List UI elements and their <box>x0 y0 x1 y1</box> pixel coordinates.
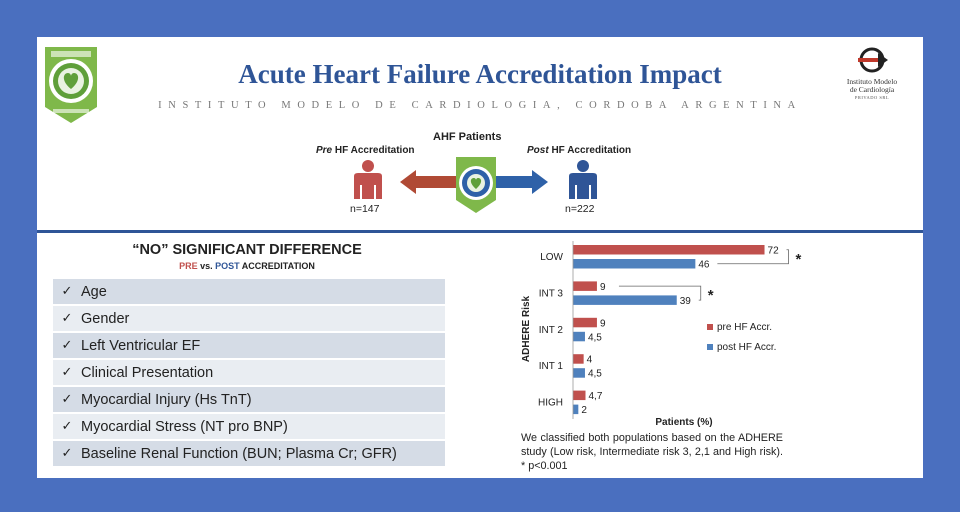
logo-line-1: Instituto Modelo <box>846 77 898 86</box>
post-person-icon <box>569 160 597 199</box>
bar <box>573 245 765 255</box>
institution-subtitle: INSTITUTO MODELO DE CARDIOLOGIA, CORDOBA… <box>158 100 802 111</box>
category-label: INT 3 <box>539 288 564 299</box>
pre-rest: HF Accreditation <box>332 145 415 156</box>
bar <box>573 281 597 291</box>
data-label: 39 <box>680 296 692 307</box>
list-item-label: Myocardial Stress (NT pro BNP) <box>81 418 288 435</box>
data-label: 4,7 <box>589 391 603 402</box>
list-item: ✓ Gender <box>53 305 445 332</box>
legend-swatch <box>707 344 713 350</box>
bar <box>573 317 597 328</box>
logo-line-3: PRIVADO SRL <box>854 95 890 100</box>
data-label: 9 <box>600 318 606 329</box>
accreditation-word: ACCREDITATION <box>239 261 315 271</box>
section-divider <box>37 230 923 233</box>
logo-line-2: de Cardiología <box>849 85 895 94</box>
legend-label: post HF Accr. <box>717 342 776 353</box>
right-arrow-icon <box>496 170 548 194</box>
vs-word: vs. <box>197 261 216 271</box>
pre-patient-count: n=147 <box>350 203 380 215</box>
check-icon: ✓ <box>61 419 73 435</box>
ahf-patients-heading: AHF Patients <box>433 131 502 143</box>
significance-marker: * <box>708 287 714 304</box>
category-label: INT 1 <box>539 361 564 372</box>
center-accreditation-badge-icon <box>456 157 496 213</box>
check-icon: ✓ <box>61 446 73 462</box>
slide-panel: Acute Heart Failure Accreditation Impact… <box>37 37 923 478</box>
bar <box>573 295 677 305</box>
variables-list: ✓ Age ✓ Gender ✓ Left Ventricular EF ✓ Clini… <box>53 279 445 468</box>
legend-label: pre HF Accr. <box>717 322 772 333</box>
list-item-label: Clinical Presentation <box>81 364 214 381</box>
footnote: We classified both populations based on … <box>521 432 783 472</box>
list-item: ✓ Myocardial Stress (NT pro BNP) <box>53 413 445 440</box>
bar <box>573 354 584 364</box>
pre-accreditation-label: Pre HF Accreditation <box>316 145 415 156</box>
pre-italic: Pre <box>316 145 333 156</box>
data-label: 4 <box>587 355 593 366</box>
significance-bracket <box>717 249 789 265</box>
list-item-label: Baseline Renal Function (BUN; Plasma Cr;… <box>81 445 397 462</box>
list-item: ✓ Age <box>53 279 445 305</box>
post-accreditation-label: Post HF Accreditation <box>527 145 631 156</box>
x-axis-label: Patients (%) <box>655 417 712 428</box>
data-label: 4,5 <box>588 332 602 343</box>
bar <box>573 331 585 342</box>
data-label: 72 <box>768 246 780 257</box>
data-label: 2 <box>581 405 587 416</box>
left-arrow-icon <box>400 170 458 194</box>
check-icon: ✓ <box>61 338 73 354</box>
pre-word: PRE <box>179 261 198 271</box>
list-item: ✓ Baseline Renal Function (BUN; Plasma Cr… <box>53 440 445 467</box>
y-axis-label: ADHERE Risk <box>521 296 532 363</box>
list-item-label: Left Ventricular EF <box>81 337 201 354</box>
data-label: 46 <box>698 260 710 271</box>
post-italic: Post <box>527 145 549 156</box>
category-label: LOW <box>540 252 563 263</box>
bar <box>573 390 586 401</box>
list-item-label: Myocardial Injury (Hs TnT) <box>81 391 252 408</box>
post-rest: HF Accreditation <box>548 145 632 156</box>
institution-logo: Instituto Modelo de Cardiología PRIVADO … <box>827 47 917 102</box>
bar <box>573 368 585 378</box>
accreditation-badge-icon <box>41 43 101 132</box>
data-label: 9 <box>600 282 606 293</box>
check-icon: ✓ <box>61 284 73 300</box>
post-patient-count: n=222 <box>565 203 595 215</box>
list-item-label: Gender <box>81 310 130 327</box>
data-label: 4,5 <box>588 369 602 380</box>
page-title: Acute Heart Failure Accreditation Impact <box>238 59 722 89</box>
list-item-label: Age <box>81 283 107 300</box>
logo-mark-icon <box>858 47 888 73</box>
significance-bracket <box>618 285 702 301</box>
category-label: HIGH <box>538 398 563 409</box>
check-icon: ✓ <box>61 311 73 327</box>
post-word: POST <box>215 261 240 271</box>
adhere-risk-chart: LOW 72 46 INT 3 9 39 INT 2 9 4,5 INT 1 4 4,5 HIGH 4,7… <box>521 241 802 428</box>
check-icon: ✓ <box>61 365 73 381</box>
pre-vs-post-subheading: PRE vs. POST ACCREDITATION <box>102 261 392 271</box>
bar <box>573 259 696 269</box>
no-difference-heading: “NO” SIGNIFICANT DIFFERENCE <box>132 242 362 258</box>
pre-person-icon <box>354 160 382 199</box>
list-item: ✓ Myocardial Injury (Hs TnT) <box>53 386 445 413</box>
significance-marker: * <box>796 251 802 268</box>
list-item: ✓ Left Ventricular EF <box>53 332 445 359</box>
list-item: ✓ Clinical Presentation <box>53 359 445 386</box>
check-icon: ✓ <box>61 392 73 408</box>
legend-swatch <box>707 324 713 330</box>
bar <box>573 404 579 415</box>
category-label: INT 2 <box>539 325 564 336</box>
